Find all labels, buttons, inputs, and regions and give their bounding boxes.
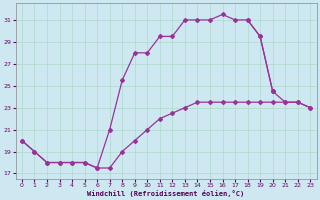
X-axis label: Windchill (Refroidissement éolien,°C): Windchill (Refroidissement éolien,°C) [87, 190, 245, 197]
